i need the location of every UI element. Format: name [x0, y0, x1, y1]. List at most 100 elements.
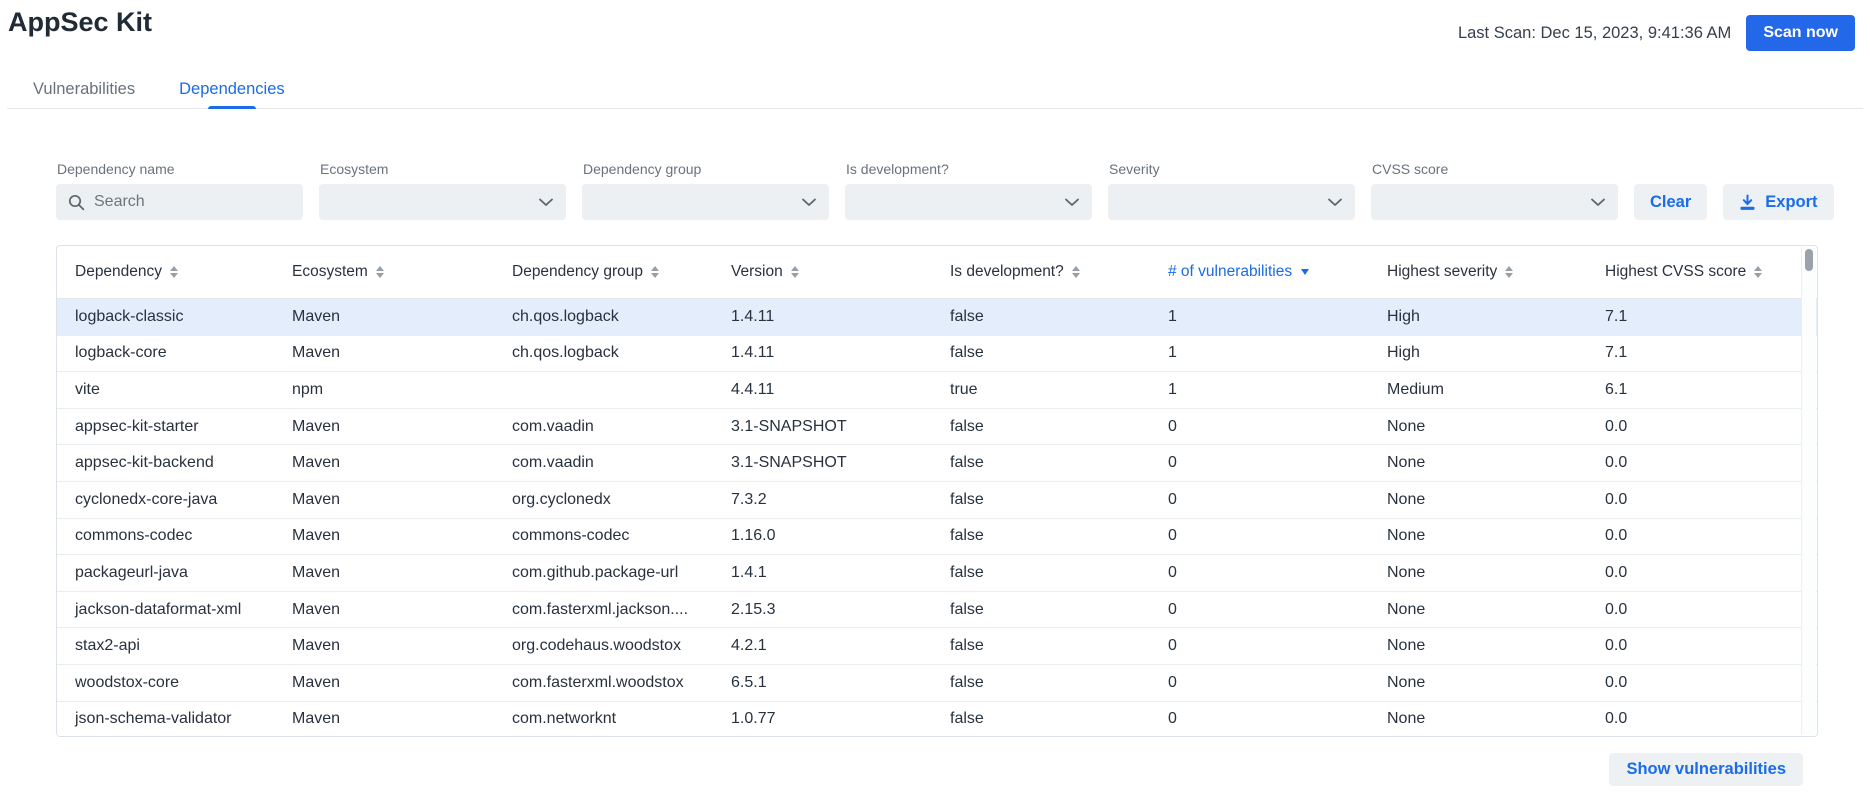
column-header-is-development[interactable]: Is development? — [932, 263, 1150, 281]
cell: High — [1387, 307, 1420, 325]
tab-bar: Vulnerabilities Dependencies — [7, 70, 1863, 109]
cell: commons-codec — [512, 527, 630, 545]
cell: Maven — [292, 637, 341, 655]
clear-button[interactable]: Clear — [1634, 184, 1708, 220]
cell: Maven — [292, 710, 341, 728]
column-header-highest-severity[interactable]: Highest severity — [1369, 263, 1587, 281]
table-row[interactable]: vite npm 4.4.11 true 1 Medium 6.1 — [57, 372, 1817, 409]
cell: Maven — [292, 490, 341, 508]
cell: false — [950, 454, 984, 472]
cell: org.codehaus.woodstox — [512, 637, 681, 655]
cvss-score-select[interactable] — [1371, 184, 1618, 220]
column-header-dependency[interactable]: Dependency — [57, 263, 274, 281]
search-icon — [68, 194, 85, 211]
column-header-label: Highest CVSS score — [1605, 263, 1747, 280]
filter-label: Is development? — [846, 161, 949, 177]
cell: None — [1387, 454, 1426, 472]
ecosystem-select[interactable] — [319, 184, 566, 220]
filter-label: Ecosystem — [320, 161, 389, 177]
cell: 7.1 — [1605, 307, 1628, 325]
search-input[interactable] — [94, 193, 291, 211]
cell: Maven — [292, 417, 341, 435]
cell: 0.0 — [1605, 490, 1628, 508]
filter-ecosystem: Ecosystem — [319, 161, 566, 220]
table-row[interactable]: json-schema-validator Maven com.networknt 1… — [57, 701, 1817, 736]
cell: 7.3.2 — [731, 490, 767, 508]
scrollbar-track[interactable] — [1801, 247, 1816, 735]
cell: None — [1387, 527, 1426, 545]
cell: 0.0 — [1605, 563, 1628, 581]
tab-vulnerabilities-label: Vulnerabilities — [33, 79, 136, 98]
cell: 0.0 — [1605, 673, 1628, 691]
cell: false — [950, 710, 984, 728]
cell: 4.2.1 — [731, 637, 767, 655]
cell: 0.0 — [1605, 527, 1628, 545]
cell: 0 — [1168, 454, 1177, 472]
table-row[interactable]: logback-classic Maven ch.qos.logback 1.4.11… — [57, 299, 1817, 336]
chevron-down-icon — [1327, 197, 1343, 207]
show-vulnerabilities-button[interactable]: Show vulnerabilities — [1609, 753, 1803, 786]
column-header-label: Is development? — [950, 263, 1064, 280]
cell: 0.0 — [1605, 417, 1628, 435]
sort-desc-icon — [1301, 269, 1310, 275]
cell: false — [950, 307, 984, 325]
cell: vite — [75, 380, 100, 398]
table-row[interactable]: woodstox-core Maven com.fasterxml.woodstox… — [57, 664, 1817, 702]
cell: false — [950, 490, 984, 508]
severity-select[interactable] — [1108, 184, 1355, 220]
column-header-ecosystem[interactable]: Ecosystem — [274, 263, 494, 281]
table-row[interactable]: stax2-api Maven org.codehaus.woodstox 4.2.1… — [57, 628, 1817, 665]
cell: None — [1387, 673, 1426, 691]
table-row[interactable]: logback-core Maven ch.qos.logback 1.4.11 fal… — [57, 335, 1817, 373]
cell: 0.0 — [1605, 454, 1628, 472]
filter-label: Dependency name — [57, 161, 175, 177]
search-field[interactable] — [56, 184, 303, 220]
table-row[interactable]: cyclonedx-core-java Maven org.cyclonedx 7.3… — [57, 481, 1817, 519]
column-header-dependency-group[interactable]: Dependency group — [494, 263, 713, 281]
cell: 0 — [1168, 563, 1177, 581]
cell: com.vaadin — [512, 417, 594, 435]
table-row[interactable]: commons-codec Maven commons-codec 1.16.0 fal… — [57, 518, 1817, 556]
tab-dependencies-label: Dependencies — [179, 79, 285, 98]
cell: 0.0 — [1605, 710, 1628, 728]
cell: jackson-dataformat-xml — [75, 600, 242, 618]
column-header-version[interactable]: Version — [713, 263, 932, 281]
dependency-group-select[interactable] — [582, 184, 829, 220]
cell: None — [1387, 490, 1426, 508]
cell: false — [950, 673, 984, 691]
table-row[interactable]: appsec-kit-starter Maven com.vaadin 3.1-SNA… — [57, 408, 1817, 446]
cell: 3.1-SNAPSHOT — [731, 454, 847, 472]
cell: woodstox-core — [75, 673, 180, 691]
scan-now-button[interactable]: Scan now — [1746, 15, 1855, 51]
column-header-label: Ecosystem — [292, 263, 368, 280]
cell: false — [950, 637, 984, 655]
cell: cyclonedx-core-java — [75, 490, 218, 508]
cell: 1.4.1 — [731, 563, 767, 581]
sort-icon — [651, 266, 659, 278]
cell: 0 — [1168, 417, 1177, 435]
cell — [494, 372, 713, 408]
cell: com.github.package-url — [512, 563, 679, 581]
cell: Maven — [292, 527, 341, 545]
dependencies-table: Dependency Ecosystem Dependency group Versi… — [56, 245, 1818, 737]
cell: Maven — [292, 454, 341, 472]
is-development-select[interactable] — [845, 184, 1092, 220]
cell: 3.1-SNAPSHOT — [731, 417, 847, 435]
filter-cvss-score: CVSS score — [1371, 161, 1618, 220]
cell: ch.qos.logback — [512, 307, 619, 325]
column-header-highest-cvss-score[interactable]: Highest CVSS score — [1587, 263, 1817, 281]
table-row[interactable]: packageurl-java Maven com.github.package-u… — [57, 555, 1817, 592]
cell: npm — [292, 380, 324, 398]
table-row[interactable]: appsec-kit-backend Maven com.vaadin 3.1-SNA… — [57, 445, 1817, 482]
tab-active-indicator — [207, 106, 256, 109]
column-header-of-vulnerabilities[interactable]: # of vulnerabilities — [1150, 263, 1369, 281]
tab-vulnerabilities[interactable]: Vulnerabilities — [25, 70, 143, 108]
table-row[interactable]: jackson-dataformat-xml Maven com.fasterxml… — [57, 591, 1817, 629]
filter-label: Dependency group — [583, 161, 702, 177]
cell: 0 — [1168, 710, 1177, 728]
tab-dependencies[interactable]: Dependencies — [171, 70, 293, 109]
scrollbar-thumb[interactable] — [1805, 249, 1813, 271]
export-button[interactable]: Export — [1723, 184, 1834, 220]
page-title: AppSec Kit — [8, 7, 153, 37]
sort-icon — [1071, 266, 1080, 278]
